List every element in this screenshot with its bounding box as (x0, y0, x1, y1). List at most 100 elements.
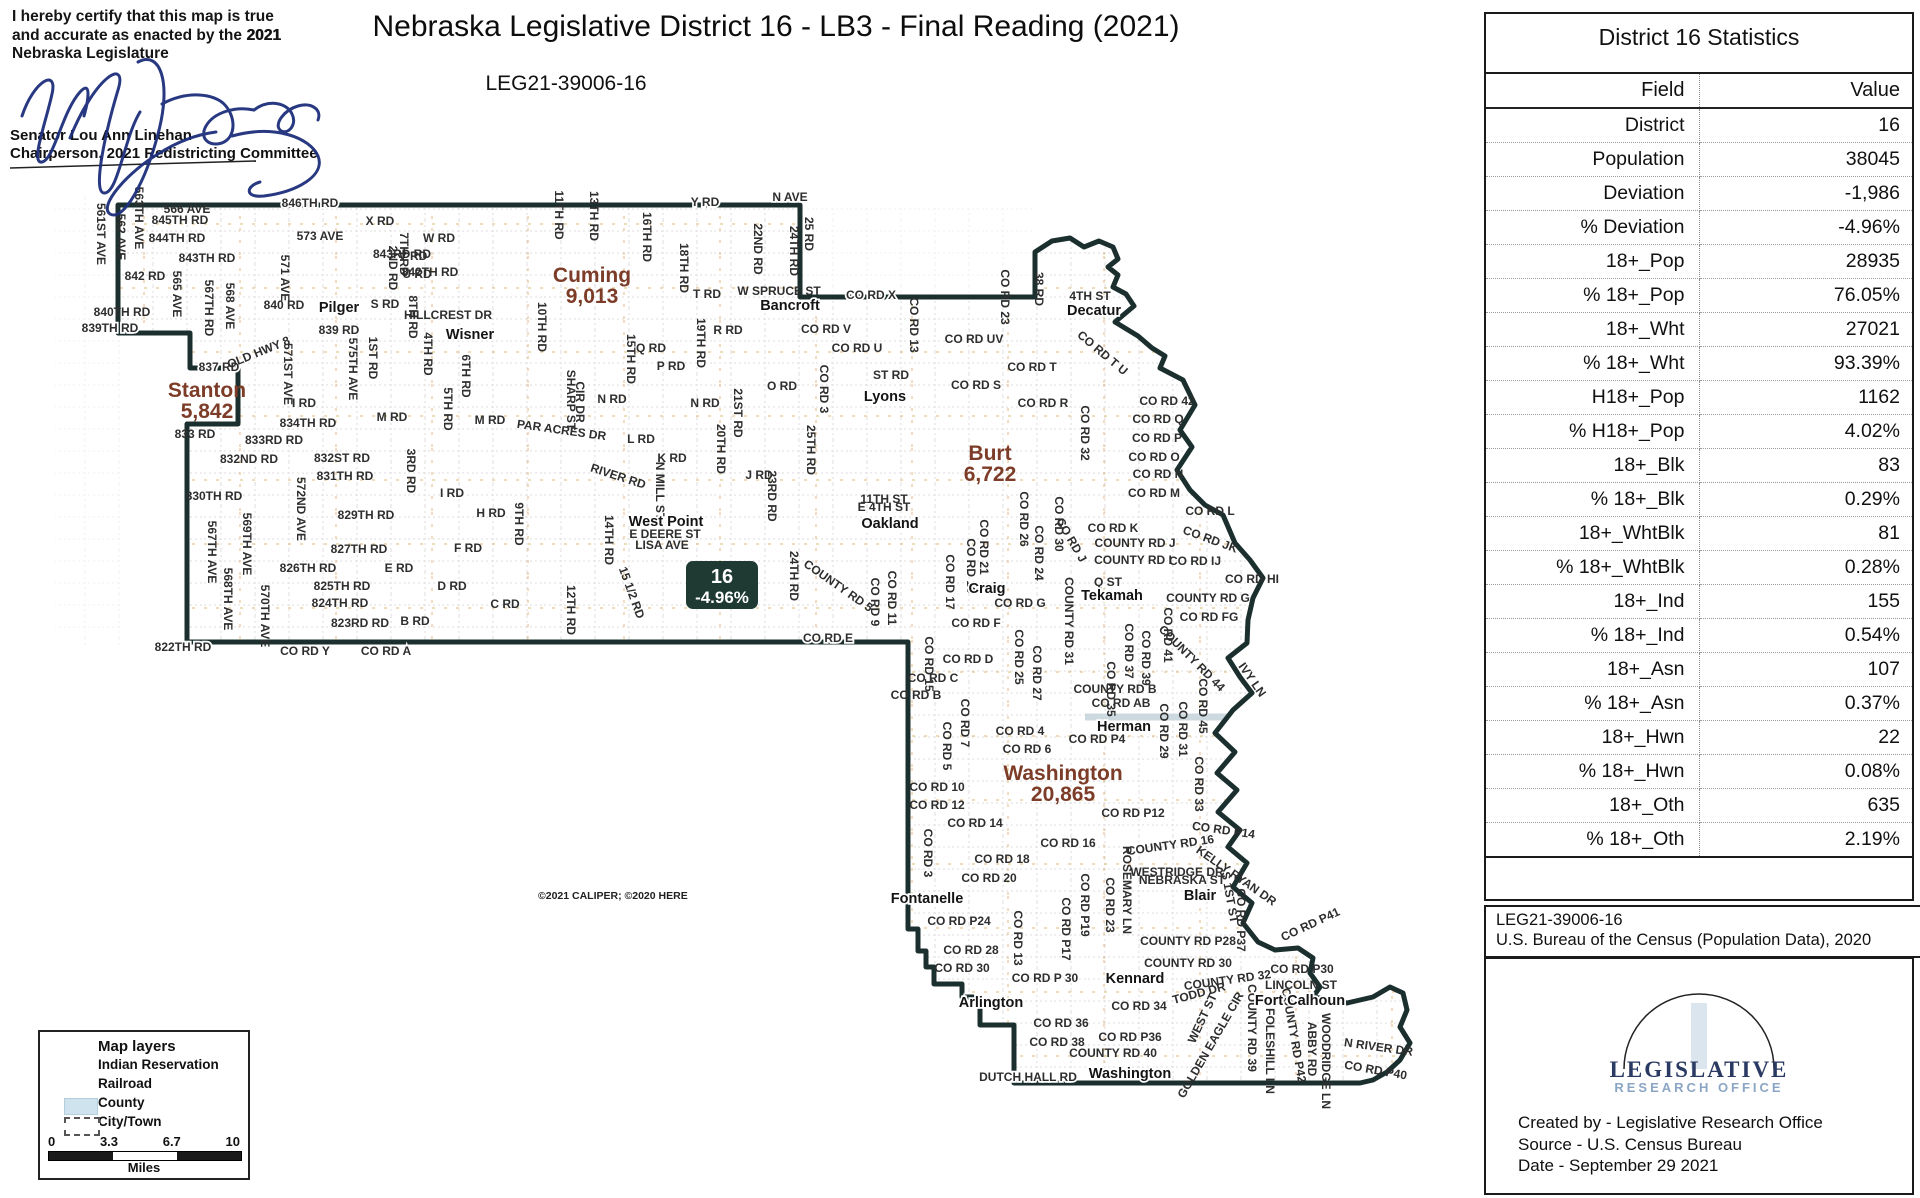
road-label: 831TH RD (317, 469, 374, 483)
road-label: 21ST RD (731, 388, 745, 438)
road-label: COUNTY RD I (1094, 553, 1172, 567)
road-label: W RD (423, 231, 455, 245)
stats-field: % 18+_Pop (1486, 278, 1700, 313)
stats-row: % 18+_Asn 0.37% (1486, 686, 1912, 721)
stats-field: 18+_Oth (1486, 788, 1700, 823)
scale-bar (48, 1151, 242, 1161)
stats-field: 18+_WhtBlk (1486, 516, 1700, 551)
legend-item-city-town: City/Town (98, 1114, 162, 1129)
road-label: CO RD 11 (885, 571, 899, 626)
town-label: Arlington (959, 995, 1023, 1011)
road-label: CO RD 3 (921, 829, 935, 878)
road-label: 842 RD (125, 269, 166, 283)
road-label: 567TH RD (202, 280, 216, 337)
road-label: 829TH RD (338, 508, 395, 522)
road-label: CO RD 25 (1012, 629, 1026, 685)
road-label: 834TH RD (280, 416, 337, 430)
road-label: CO RD 26 (1017, 491, 1031, 547)
stats-row: % 18+_Blk 0.29% (1486, 482, 1912, 517)
stats-row: 18+_Pop 28935 (1486, 244, 1912, 279)
road-label: H RD (476, 506, 506, 520)
road-label: 571 AVE (278, 255, 292, 302)
road-label: CO RD N (1133, 467, 1184, 481)
scale-tick-3: 10 (225, 1134, 240, 1149)
road-label: CO RD C (908, 671, 959, 685)
road-label: WESTRIDGE DR (1130, 865, 1224, 879)
road-label: 8TH RD (406, 295, 420, 339)
road-label: CO RD 3 (817, 365, 831, 414)
county-name-label: Burt (968, 442, 1011, 465)
road-label: 24TH RD (787, 551, 801, 601)
road-label: CO RD 23 (998, 269, 1012, 325)
road-label: CO RD S (951, 378, 1001, 392)
road-label: 844TH RD (149, 231, 206, 245)
road-label: COUNTY RD 40 (1069, 1046, 1157, 1060)
stats-value: 27021 (1699, 312, 1912, 347)
road-label: CO RD B (891, 688, 942, 702)
road-label: 4TH RD (421, 332, 435, 376)
legend-title: Map layers (98, 1038, 176, 1055)
road-label: 839TH RD (82, 321, 139, 335)
logo-research-office: RESEARCH OFFICE (1614, 1080, 1784, 1095)
road-label: 845TH RD (152, 213, 209, 227)
road-label: FOLESHILL LN (1263, 1008, 1277, 1094)
road-label: CO RD K (1088, 521, 1139, 535)
road-label: 830TH RD (186, 489, 243, 503)
road-label: Q RD (636, 341, 666, 355)
road-label: S RD (371, 297, 400, 311)
county-swatch (64, 1098, 98, 1115)
stats-row: 18+_Oth 635 (1486, 788, 1912, 823)
road-label: CO RD 42 (1139, 394, 1195, 408)
road-label: CO RD 41 (1161, 607, 1175, 663)
stats-value: -4.96% (1699, 210, 1912, 245)
stats-row: 18+_Asn 107 (1486, 652, 1912, 687)
town-label: Fort Calhoun (1255, 993, 1345, 1009)
road-label: 824TH RD (312, 596, 369, 610)
stats-value: 93.39% (1699, 346, 1912, 381)
stats-value: 1162 (1699, 380, 1912, 415)
road-label: 24TH RD (787, 226, 801, 276)
stats-value: 38045 (1699, 142, 1912, 177)
road-label: P RD (657, 359, 686, 373)
map-copyright: ©2021 CALIPER; ©2020 HERE (538, 890, 688, 902)
town-label: Decatur (1067, 303, 1121, 319)
town-label: Herman (1097, 719, 1151, 735)
district-badge: 16 -4.96% (686, 561, 758, 609)
stats-row: % 18+_WhtBlk 0.28% (1486, 550, 1912, 585)
road-label: 3RD RD (404, 449, 418, 494)
road-label: CO RD 30 (934, 961, 990, 975)
stats-field: 18+_Ind (1486, 584, 1700, 619)
stats-field: 18+_Hwn (1486, 720, 1700, 755)
road-label: E RD (385, 561, 414, 575)
road-label: 837 RD (199, 360, 240, 374)
stats-value: 0.54% (1699, 618, 1912, 653)
road-label: CO RD U (832, 341, 883, 355)
road-label: ABBY RD (1305, 1022, 1319, 1077)
road-label: CO RD 39 (1139, 630, 1153, 686)
stats-value: -1,986 (1699, 176, 1912, 211)
stats-row: % 18+_Pop 76.05% (1486, 278, 1912, 313)
road-label: CO RD 19 (964, 538, 978, 594)
stats-value: 635 (1699, 788, 1912, 823)
road-label: COUNTY RD 30 (1144, 956, 1232, 970)
road-label: 573 AVE (297, 229, 344, 243)
road-label: CO RD 4 (996, 724, 1045, 738)
stats-col-field: Field (1486, 74, 1700, 109)
road-label: Y RD (691, 195, 720, 209)
stats-field: % 18+_Hwn (1486, 754, 1700, 789)
stats-row: % 18+_Ind 0.54% (1486, 618, 1912, 653)
road-label: 12TH RD (564, 585, 578, 635)
town-label: Fontanelle (891, 891, 964, 907)
road-label: 567TH AVE (205, 521, 219, 584)
road-label: 5TH RD (441, 387, 455, 431)
scale-ticks: 0 3.3 6.7 10 (48, 1134, 240, 1149)
road-label: V RD (399, 249, 428, 263)
road-label: O RD (767, 379, 797, 393)
road-label: 9TH RD (512, 502, 526, 546)
stats-row: % 18+_Wht 93.39% (1486, 346, 1912, 381)
road-label: 840TH RD (94, 305, 151, 319)
county-population-label: 20,865 (1031, 783, 1096, 806)
city-town-swatch (64, 1117, 100, 1136)
county-population-label: 9,013 (566, 285, 619, 308)
road-label: 2ND RD (386, 246, 400, 291)
